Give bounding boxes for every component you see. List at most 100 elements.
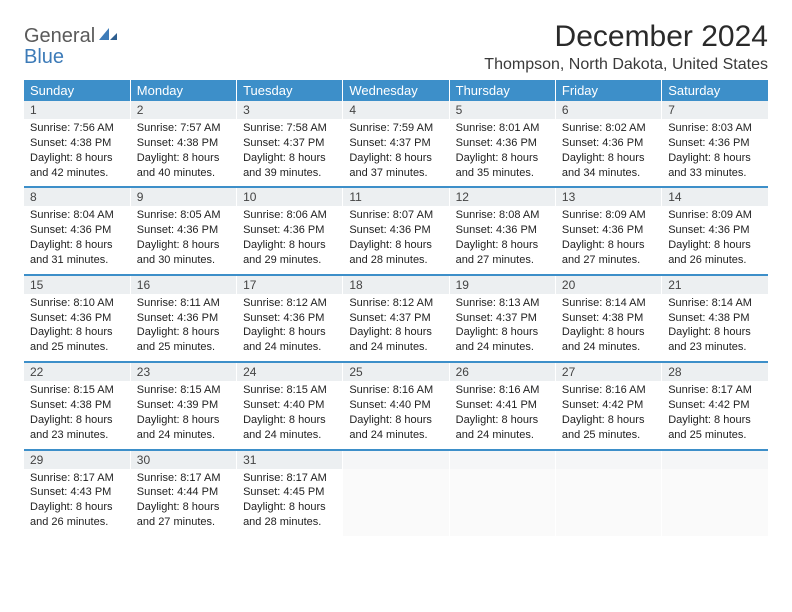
day-cell: Sunrise: 8:12 AMSunset: 4:37 PMDaylight:…: [343, 294, 449, 362]
day-cell: Sunrise: 8:10 AMSunset: 4:36 PMDaylight:…: [24, 294, 130, 362]
daynum-row: 15161718192021: [24, 275, 768, 294]
day-number: 13: [555, 187, 661, 206]
day-cell: Sunrise: 8:15 AMSunset: 4:39 PMDaylight:…: [130, 381, 236, 449]
daylight-text: Daylight: 8 hours and 24 minutes.: [349, 414, 432, 441]
sunset-text: Sunset: 4:41 PM: [456, 399, 537, 411]
week-row: Sunrise: 8:15 AMSunset: 4:38 PMDaylight:…: [24, 381, 768, 449]
sunrise-text: Sunrise: 8:06 AM: [243, 209, 327, 221]
day-cell: Sunrise: 8:15 AMSunset: 4:40 PMDaylight:…: [237, 381, 343, 449]
day-header: Thursday: [449, 80, 555, 101]
daylight-text: Daylight: 8 hours and 28 minutes.: [349, 239, 432, 266]
sunrise-text: Sunrise: 7:57 AM: [137, 122, 221, 134]
daylight-text: Daylight: 8 hours and 23 minutes.: [30, 414, 113, 441]
daylight-text: Daylight: 8 hours and 25 minutes.: [668, 414, 751, 441]
sunrise-text: Sunrise: 7:58 AM: [243, 122, 327, 134]
day-number: 5: [449, 101, 555, 119]
location: Thompson, North Dakota, United States: [484, 56, 768, 74]
sunset-text: Sunset: 4:39 PM: [137, 399, 218, 411]
sunrise-text: Sunrise: 8:08 AM: [456, 209, 540, 221]
day-header: Sunday: [24, 80, 130, 101]
header: General Blue December 2024 Thompson, Nor…: [24, 20, 768, 74]
day-number: 26: [449, 362, 555, 381]
daylight-text: Daylight: 8 hours and 23 minutes.: [668, 326, 751, 353]
day-number: 28: [662, 362, 768, 381]
sunset-text: Sunset: 4:36 PM: [456, 224, 537, 236]
day-number: 15: [24, 275, 130, 294]
day-number: 7: [662, 101, 768, 119]
daylight-text: Daylight: 8 hours and 39 minutes.: [243, 152, 326, 179]
sunrise-text: Sunrise: 8:15 AM: [137, 384, 221, 396]
sunrise-text: Sunrise: 8:17 AM: [243, 472, 327, 484]
week-row: Sunrise: 8:10 AMSunset: 4:36 PMDaylight:…: [24, 294, 768, 362]
day-cell: Sunrise: 8:14 AMSunset: 4:38 PMDaylight:…: [555, 294, 661, 362]
daylight-text: Daylight: 8 hours and 26 minutes.: [30, 501, 113, 528]
day-number: 3: [237, 101, 343, 119]
day-number: 16: [130, 275, 236, 294]
day-number: 22: [24, 362, 130, 381]
day-number: 14: [662, 187, 768, 206]
sunrise-text: Sunrise: 8:01 AM: [456, 122, 540, 134]
calendar-body: 1234567Sunrise: 7:56 AMSunset: 4:38 PMDa…: [24, 101, 768, 536]
sunrise-text: Sunrise: 8:16 AM: [562, 384, 646, 396]
day-cell: Sunrise: 7:59 AM Sunset: 4:37 PM Daylight:…: [343, 119, 449, 187]
day-number: 17: [237, 275, 343, 294]
daylight-text: Daylight: 8 hours and 25 minutes.: [137, 326, 220, 353]
sunset-text: Sunset: 4:37 PM: [243, 137, 324, 149]
daynum-row: 891011121314: [24, 187, 768, 206]
day-cell: Sunrise: 8:06 AM Sunset: 4:36 PM Daylight:…: [237, 206, 343, 274]
daylight-text: Daylight: 8 hours and 25 minutes.: [562, 414, 645, 441]
day-number: 6: [555, 101, 661, 119]
sunset-text: Sunset: 4:36 PM: [668, 137, 749, 149]
day-number: 8: [24, 187, 130, 206]
sunset-text: Sunset: 4:36 PM: [562, 137, 643, 149]
sunrise-text: Sunrise: 8:07 AM: [349, 209, 433, 221]
day-number: 4: [343, 101, 449, 119]
daynum-row: 22232425262728: [24, 362, 768, 381]
sunset-text: Sunset: 4:38 PM: [30, 137, 111, 149]
sunrise-text: Sunrise: 8:15 AM: [30, 384, 114, 396]
sunrise-text: Sunrise: 8:10 AM: [30, 297, 114, 309]
day-cell: Sunrise: 8:09 AMSunset: 4:36 PMDaylight:…: [555, 206, 661, 274]
day-header: Tuesday: [237, 80, 343, 101]
daylight-text: Daylight: 8 hours and 27 minutes.: [137, 501, 220, 528]
sunset-text: Sunset: 4:36 PM: [243, 224, 324, 236]
calendar-table: Sunday Monday Tuesday Wednesday Thursday…: [24, 80, 768, 536]
daylight-text: Daylight: 8 hours and 31 minutes.: [30, 239, 113, 266]
logo-sail-icon: [97, 26, 119, 47]
daylight-text: Daylight: 8 hours and 37 minutes.: [349, 152, 432, 179]
sunrise-text: Sunrise: 8:09 AM: [668, 209, 752, 221]
day-cell: Sunrise: 8:17 AMSunset: 4:44 PMDaylight:…: [130, 469, 236, 536]
day-cell: [662, 469, 768, 536]
day-number: [449, 450, 555, 469]
daylight-text: Daylight: 8 hours and 29 minutes.: [243, 239, 326, 266]
day-cell: Sunrise: 8:16 AMSunset: 4:40 PMDaylight:…: [343, 381, 449, 449]
sunrise-text: Sunrise: 8:11 AM: [137, 297, 220, 309]
daylight-text: Daylight: 8 hours and 28 minutes.: [243, 501, 326, 528]
day-number: 11: [343, 187, 449, 206]
day-number: 25: [343, 362, 449, 381]
sunrise-text: Sunrise: 7:56 AM: [30, 122, 114, 134]
sunrise-text: Sunrise: 8:12 AM: [349, 297, 433, 309]
sunset-text: Sunset: 4:38 PM: [137, 137, 218, 149]
daylight-text: Daylight: 8 hours and 34 minutes.: [562, 152, 645, 179]
day-number: 2: [130, 101, 236, 119]
day-number: [662, 450, 768, 469]
day-number: 23: [130, 362, 236, 381]
week-row: Sunrise: 8:04 AMSunset: 4:36 PMDaylight:…: [24, 206, 768, 274]
daylight-text: Daylight: 8 hours and 27 minutes.: [456, 239, 539, 266]
sunrise-text: Sunrise: 7:59 AM: [349, 122, 433, 134]
day-cell: Sunrise: 7:56 AMSunset: 4:38 PMDaylight:…: [24, 119, 130, 187]
sunset-text: Sunset: 4:42 PM: [668, 399, 749, 411]
sunrise-text: Sunrise: 8:05 AM: [137, 209, 221, 221]
day-cell: Sunrise: 8:17 AMSunset: 4:45 PMDaylight:…: [237, 469, 343, 536]
sunrise-text: Sunrise: 8:14 AM: [668, 297, 752, 309]
sunset-text: Sunset: 4:37 PM: [349, 137, 430, 149]
sunrise-text: Sunrise: 8:12 AM: [243, 297, 327, 309]
day-cell: Sunrise: 8:02 AMSunset: 4:36 PMDaylight:…: [555, 119, 661, 187]
day-cell: Sunrise: 8:12 AMSunset: 4:36 PMDaylight:…: [237, 294, 343, 362]
day-cell: Sunrise: 7:57 AMSunset: 4:38 PMDaylight:…: [130, 119, 236, 187]
day-number: 20: [555, 275, 661, 294]
day-cell: Sunrise: 8:03 AMSunset: 4:36 PMDaylight:…: [662, 119, 768, 187]
day-cell: Sunrise: 8:05 AMSunset: 4:36 PMDaylight:…: [130, 206, 236, 274]
sunrise-text: Sunrise: 8:13 AM: [456, 297, 540, 309]
